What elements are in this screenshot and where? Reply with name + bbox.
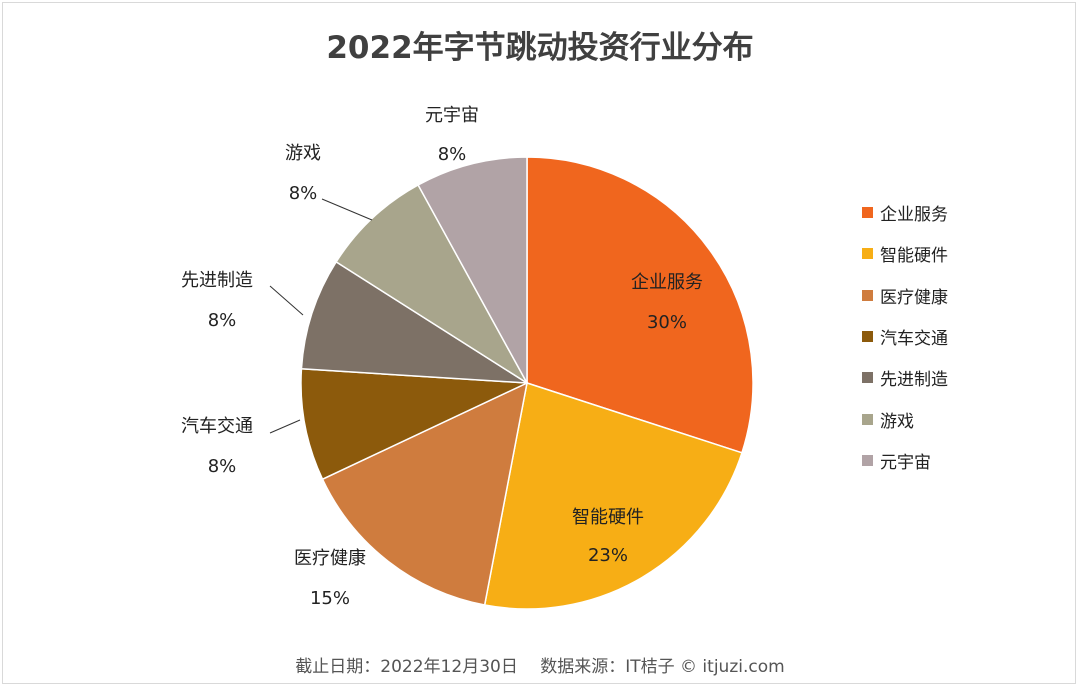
slice-category-label: 智能硬件 bbox=[572, 507, 644, 528]
chart-title: 2022年字节跳动投资行业分布 bbox=[326, 30, 754, 66]
legend-swatch bbox=[862, 289, 873, 301]
slice-category-label: 汽车交通 bbox=[181, 416, 253, 437]
pie-slice-5 bbox=[300, 260, 528, 384]
slice-percent-label: 8% bbox=[208, 456, 237, 477]
pie-slice-7 bbox=[417, 156, 528, 384]
slice-percent-label: 30% bbox=[647, 312, 687, 333]
slice-category-label: 游戏 bbox=[285, 143, 321, 164]
slice-category-label: 医疗健康 bbox=[294, 548, 366, 569]
legend-item: 先进制造 bbox=[862, 357, 948, 398]
legend-item: 医疗健康 bbox=[862, 275, 948, 316]
pie-slice-1 bbox=[526, 156, 754, 454]
slice-category-label: 元宇宙 bbox=[425, 105, 479, 126]
slice-category-label: 企业服务 bbox=[631, 272, 703, 293]
legend-item: 游戏 bbox=[862, 398, 948, 439]
legend-label: 汽车交通 bbox=[880, 329, 948, 350]
pie-slice-3 bbox=[321, 381, 529, 606]
slice-percent-label: 23% bbox=[588, 545, 628, 566]
legend-label: 企业服务 bbox=[880, 205, 948, 226]
legend-item: 智能硬件 bbox=[862, 233, 948, 274]
legend-label: 游戏 bbox=[880, 411, 914, 432]
slice-percent-label: 15% bbox=[310, 588, 350, 609]
leader-line bbox=[321, 198, 373, 221]
legend-label: 智能硬件 bbox=[880, 246, 948, 267]
legend-swatch bbox=[862, 372, 873, 384]
leader-line bbox=[269, 419, 301, 434]
legend: 企业服务智能硬件医疗健康汽车交通先进制造游戏元宇宙 bbox=[862, 192, 948, 481]
legend-label: 先进制造 bbox=[880, 370, 948, 391]
legend-item: 元宇宙 bbox=[862, 440, 948, 481]
legend-swatch bbox=[862, 331, 873, 343]
pie-slice-6 bbox=[335, 183, 528, 384]
pie-slice-2 bbox=[483, 382, 743, 610]
pie-slice-4 bbox=[300, 368, 528, 481]
legend-item: 汽车交通 bbox=[862, 316, 948, 357]
legend-swatch bbox=[862, 413, 873, 425]
legend-swatch bbox=[862, 454, 873, 466]
legend-swatch bbox=[862, 248, 873, 260]
leader-line bbox=[269, 285, 304, 316]
legend-label: 元宇宙 bbox=[880, 452, 931, 473]
slice-category-label: 先进制造 bbox=[181, 270, 253, 291]
slice-percent-label: 8% bbox=[208, 310, 237, 331]
slice-percent-label: 8% bbox=[438, 144, 467, 165]
legend-label: 医疗健康 bbox=[880, 287, 948, 308]
slice-percent-label: 8% bbox=[289, 183, 318, 204]
legend-item: 企业服务 bbox=[862, 192, 948, 233]
footer-source: 截止日期：2022年12月30日 数据来源：IT桔子 © itjuzi.com bbox=[295, 657, 785, 677]
legend-swatch bbox=[862, 207, 873, 219]
